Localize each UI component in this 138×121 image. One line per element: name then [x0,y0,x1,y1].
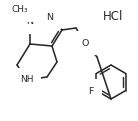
Text: O: O [81,38,89,48]
Text: HCl: HCl [103,10,123,23]
Text: F: F [89,87,94,96]
Text: N: N [26,18,34,26]
Text: N: N [47,12,54,22]
Text: CH₃: CH₃ [12,5,28,15]
Text: NH: NH [20,76,34,84]
